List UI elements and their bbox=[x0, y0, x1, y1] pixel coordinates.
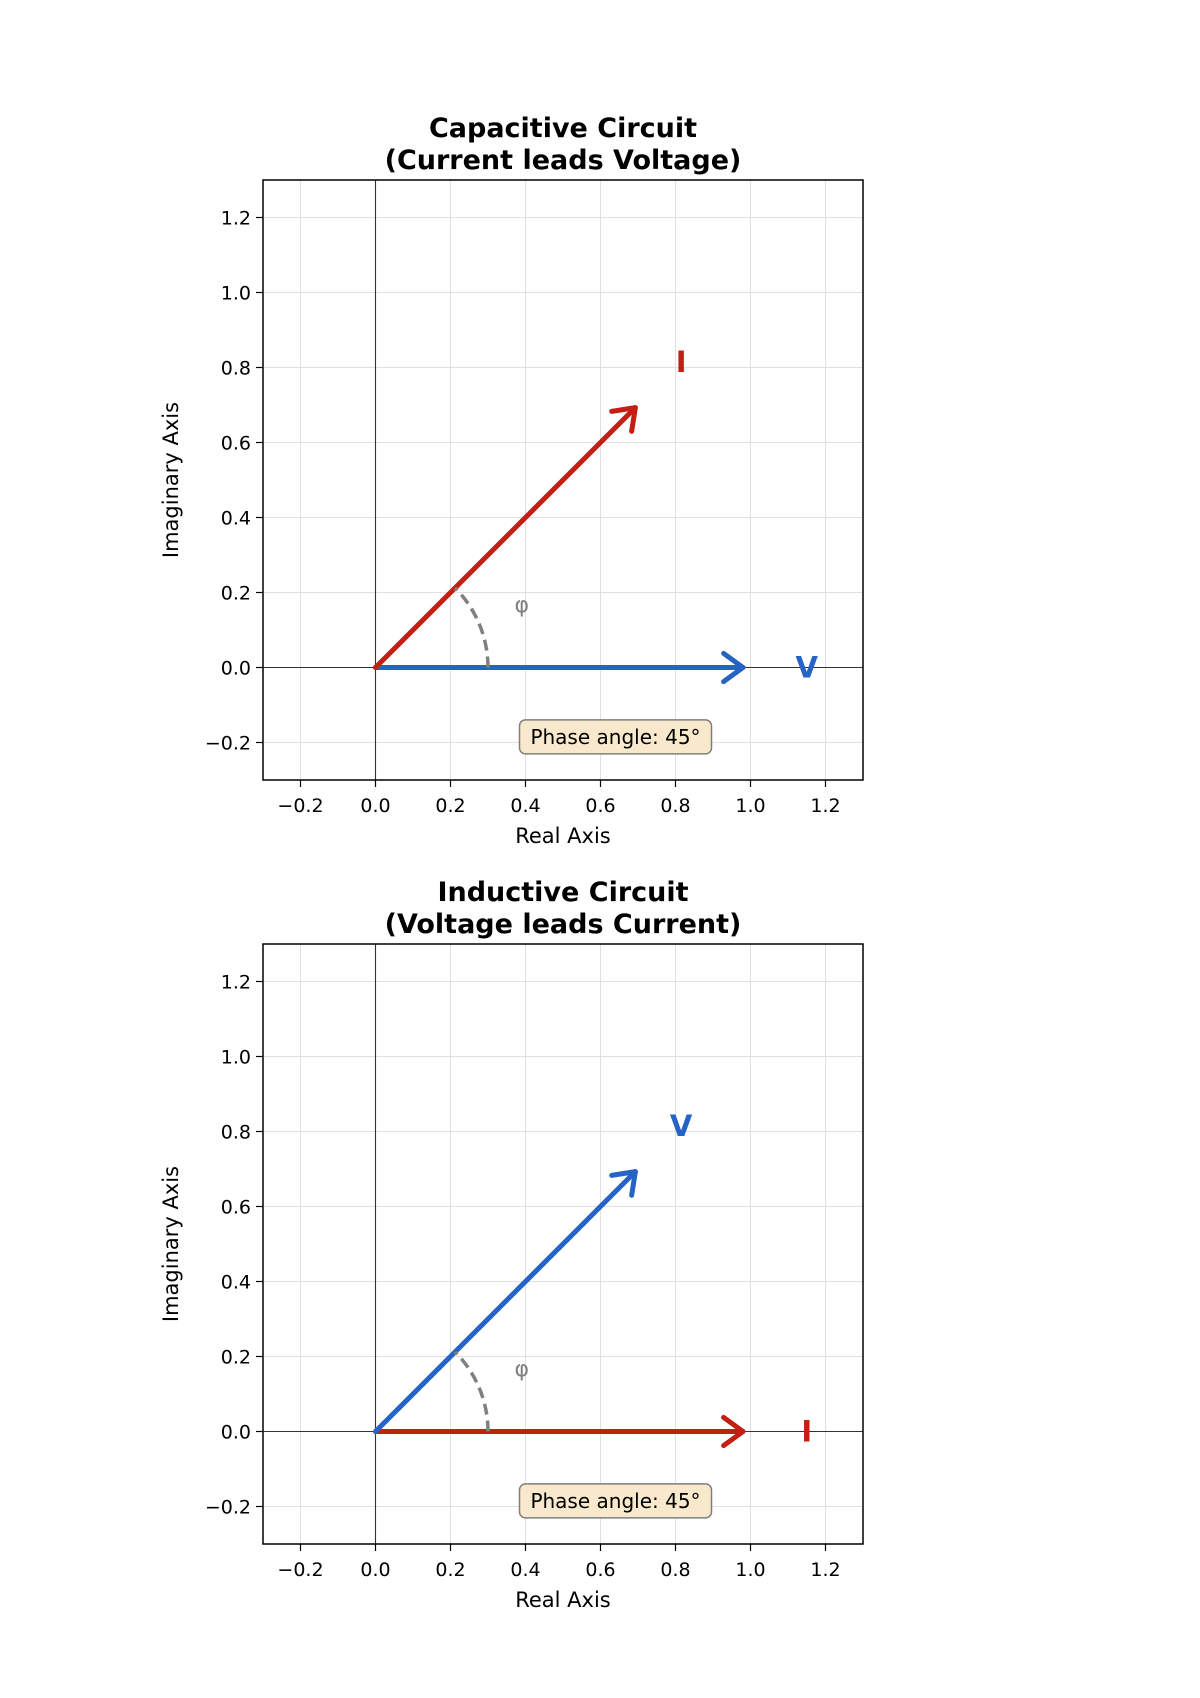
chart-1-xtick-label-5: 0.8 bbox=[660, 795, 690, 817]
chart-1-xtick-label-7: 1.2 bbox=[810, 795, 840, 817]
chart-2: Inductive Circuit(Voltage leads Current)… bbox=[159, 877, 864, 1612]
chart-1-phasor-V-label: V bbox=[796, 651, 819, 685]
chart-2-xtick-label-1: 0.0 bbox=[360, 1559, 390, 1581]
chart-2-ytick-label-2: 0.2 bbox=[221, 1347, 251, 1369]
chart-2-frame bbox=[262, 943, 864, 1545]
chart-2-title-line-1: Inductive Circuit bbox=[437, 877, 688, 908]
chart-2-ytick-label-5: 0.8 bbox=[221, 1122, 251, 1144]
chart-1-xlabel: Real Axis bbox=[515, 824, 611, 848]
chart-1-xtick-label-0: −0.2 bbox=[277, 795, 323, 817]
chart-2-ytick-label-4: 0.6 bbox=[221, 1197, 251, 1219]
chart-2-ytick-label-1: 0.0 bbox=[221, 1422, 251, 1444]
chart-1-ytick-label-0: −0.2 bbox=[205, 733, 251, 755]
chart-1-ytick-label-4: 0.6 bbox=[221, 433, 251, 455]
chart-2-ytick-label-7: 1.2 bbox=[221, 972, 251, 994]
chart-1-angle-arc bbox=[453, 586, 490, 668]
chart-1-angle-label: φ bbox=[514, 593, 529, 618]
chart-2-phasor-I-arrowhead bbox=[721, 1414, 746, 1449]
chart-1-phasor-I-label: I bbox=[676, 345, 687, 379]
chart-1-annotation-text: Phase angle: 45° bbox=[530, 725, 700, 749]
chart-1-ytick-label-1: 0.0 bbox=[221, 658, 251, 680]
chart-2-xlabel: Real Axis bbox=[515, 1588, 611, 1612]
chart-1-phasor-I-arrowhead bbox=[609, 405, 638, 434]
chart-2-phasor-I-label: I bbox=[801, 1415, 812, 1449]
chart-2-angle-label: φ bbox=[514, 1357, 529, 1382]
chart-2-ytick-label-3: 0.4 bbox=[221, 1272, 251, 1294]
chart-2-xtick-label-4: 0.6 bbox=[585, 1559, 615, 1581]
chart-2-ytick-label-0: −0.2 bbox=[205, 1497, 251, 1519]
chart-2-phasor-V-line bbox=[373, 1169, 638, 1434]
chart-1-ytick-label-3: 0.4 bbox=[221, 508, 251, 530]
chart-1-ytick-label-6: 1.0 bbox=[221, 283, 251, 305]
chart-2-xtick-label-2: 0.2 bbox=[435, 1559, 465, 1581]
chart-1-annotation-box bbox=[518, 719, 713, 755]
chart-2-xtick-label-7: 1.2 bbox=[810, 1559, 840, 1581]
chart-1-frame bbox=[262, 179, 864, 781]
chart-2-annotation-text: Phase angle: 45° bbox=[530, 1489, 700, 1513]
chart-1-xtick-label-1: 0.0 bbox=[360, 795, 390, 817]
chart-2-plot-area: I Vφ bbox=[373, 1109, 812, 1449]
chart-1-phasor-V-arrowhead bbox=[721, 650, 746, 685]
chart-2-annotation-box bbox=[518, 1483, 713, 1519]
chart-2-xtick-label-6: 1.0 bbox=[735, 1559, 765, 1581]
chart-2-ytick-label-6: 1.0 bbox=[221, 1047, 251, 1069]
chart-1-xtick-label-2: 0.2 bbox=[435, 795, 465, 817]
chart-1-xtick-label-3: 0.4 bbox=[510, 795, 540, 817]
chart-1-title-line-2: (Current leads Voltage) bbox=[385, 145, 742, 176]
chart-1-xtick-label-6: 1.0 bbox=[735, 795, 765, 817]
chart-2-xtick-label-0: −0.2 bbox=[277, 1559, 323, 1581]
chart-1-title-line-1: Capacitive Circuit bbox=[429, 113, 697, 144]
chart-1-ytick-label-5: 0.8 bbox=[221, 358, 251, 380]
chart-1-ytick-label-2: 0.2 bbox=[221, 583, 251, 605]
chart-2-xtick-label-3: 0.4 bbox=[510, 1559, 540, 1581]
chart-1-xtick-label-4: 0.6 bbox=[585, 795, 615, 817]
chart-2-angle-arc bbox=[453, 1350, 490, 1432]
chart-2-phasor-V-arrowhead bbox=[609, 1169, 638, 1198]
chart-2-ylabel: Imaginary Axis bbox=[159, 1166, 183, 1322]
chart-1: Capacitive Circuit(Current leads Voltage… bbox=[159, 113, 864, 848]
chart-2-phasor-V-label: V bbox=[670, 1109, 693, 1143]
chart-1-ylabel: Imaginary Axis bbox=[159, 402, 183, 558]
chart-1-plot-area: V Iφ bbox=[373, 345, 819, 685]
chart-2-title-line-2: (Voltage leads Current) bbox=[385, 909, 742, 940]
chart-1-ytick-label-7: 1.2 bbox=[221, 208, 251, 230]
chart-2-xtick-label-5: 0.8 bbox=[660, 1559, 690, 1581]
chart-1-phasor-I-line bbox=[373, 405, 638, 670]
